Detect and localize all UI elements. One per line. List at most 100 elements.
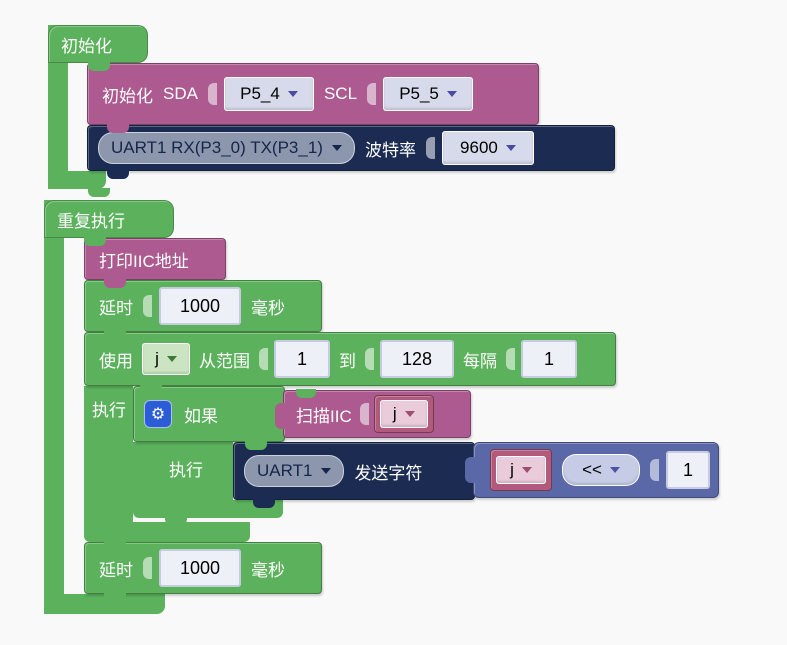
shift-expression-block[interactable]: j << 1 [465, 442, 719, 498]
print-iic-block[interactable]: 打印IIC地址 [84, 238, 226, 280]
init-block-spine[interactable] [48, 25, 68, 189]
for-loop-block[interactable]: 使用 j 从范围 1 到 128 每隔 1 [84, 332, 616, 386]
if-condition-connector [296, 389, 316, 398]
i2c-next-connector [107, 124, 129, 133]
delay-value: 1000 [179, 295, 221, 316]
scl-pin-dropdown[interactable]: P5_5 [383, 77, 474, 111]
scl-socket-connector [367, 83, 377, 105]
shift-var-block[interactable]: j [490, 449, 552, 491]
for-loop-do-column[interactable]: 执行 [84, 386, 133, 522]
sda-pin-value: P5_4 [240, 84, 280, 103]
if-do-column[interactable]: 执行 [133, 442, 233, 500]
scan-var-block[interactable]: j [373, 395, 434, 433]
delay-value-field[interactable]: 1000 [159, 287, 241, 325]
scan-iic-label: 扫描IIC [296, 406, 352, 426]
scl-label: SCL [323, 84, 358, 103]
scan-iic-block[interactable]: 扫描IIC j [275, 390, 471, 438]
delay-socket-connector [143, 295, 152, 317]
for-next-connector [104, 541, 126, 550]
for-from-socket [259, 348, 268, 370]
delay-socket-connector [143, 557, 152, 579]
delay-value-field[interactable]: 1000 [159, 549, 241, 587]
delay-block-top[interactable]: 延时 1000 毫秒 [84, 280, 322, 332]
loop-block-spine[interactable] [44, 200, 64, 614]
init-block-foot[interactable] [48, 171, 106, 189]
init-hat-block[interactable]: 初始化 [48, 25, 148, 63]
sda-label: SDA [163, 84, 198, 103]
loop-hat-block[interactable]: 重复执行 [44, 200, 174, 238]
delay-next-connector [104, 331, 126, 340]
shift-operand-value: 1 [682, 459, 693, 480]
for-to-value: 128 [401, 348, 433, 369]
for-step-socket [506, 348, 515, 370]
sda-socket-connector [207, 83, 217, 105]
loop-hat-label: 重复执行 [57, 211, 125, 231]
if-block-foot[interactable] [133, 500, 283, 518]
for-var-value: j [155, 349, 159, 368]
for-to-label: 到 [339, 351, 356, 371]
delay-block-bottom[interactable]: 延时 1000 毫秒 [84, 542, 322, 594]
delay-unit-label: 毫秒 [251, 560, 285, 580]
for-step-label: 每隔 [463, 351, 497, 371]
chevron-down-icon [166, 356, 177, 362]
chevron-down-icon [287, 91, 298, 97]
for-from-field[interactable]: 1 [274, 340, 330, 378]
delay-label: 延时 [99, 298, 133, 318]
baud-value: 9600 [460, 138, 498, 157]
shift-operand-socket [650, 459, 659, 481]
scan-var-dropdown[interactable]: j [379, 400, 428, 428]
shift-op-dropdown[interactable]: << [562, 454, 640, 486]
shift-var-dropdown[interactable]: j [496, 456, 546, 484]
for-to-field[interactable]: 128 [380, 340, 454, 378]
shift-operand-field[interactable]: 1 [666, 451, 710, 489]
baud-socket-connector [425, 137, 435, 159]
shift-var-value: j [510, 460, 514, 479]
for-var-dropdown[interactable]: j [142, 343, 190, 375]
uart-port-value: UART1 RX(P3_0) TX(P3_1) [111, 138, 323, 157]
chevron-down-icon [521, 467, 532, 473]
chevron-down-icon [609, 467, 620, 473]
scan-output-plug [275, 403, 287, 429]
scan-var-value: j [392, 404, 397, 423]
gear-icon[interactable]: ⚙ [144, 400, 172, 428]
if-do-label: 执行 [169, 461, 203, 480]
chevron-down-icon [321, 468, 332, 474]
for-loop-foot[interactable] [84, 522, 250, 542]
if-block[interactable]: ⚙ 如果 [133, 386, 285, 442]
i2c-init-block[interactable]: 初始化 SDA P5_4 SCL P5_5 [87, 63, 539, 125]
uart-next-connector [107, 170, 129, 179]
if-next-connector [165, 516, 187, 525]
if-label: 如果 [184, 406, 218, 426]
print-next-connector [104, 279, 126, 288]
send-next-connector [253, 499, 275, 508]
send-port-value: UART1 [257, 461, 313, 480]
uart-init-block[interactable]: UART1 RX(P3_0) TX(P3_1) 波特率 9600 [87, 125, 615, 171]
for-use-label: 使用 [99, 351, 133, 371]
scan-socket-connector [359, 403, 369, 425]
loop-block-foot[interactable] [44, 594, 165, 614]
chevron-down-icon [404, 411, 415, 417]
uart-port-dropdown[interactable]: UART1 RX(P3_0) TX(P3_1) [98, 132, 355, 164]
init-next-connector [88, 188, 110, 197]
loop-statement-connector [84, 237, 106, 246]
if-statement-connector [245, 441, 267, 450]
chevron-down-icon [331, 145, 342, 151]
for-step-field[interactable]: 1 [521, 340, 577, 378]
shift-output-plug [465, 457, 477, 483]
scl-pin-value: P5_5 [399, 84, 439, 103]
init-statement-connector [88, 62, 110, 71]
send-port-dropdown[interactable]: UART1 [244, 455, 345, 487]
for-statement-connector [140, 385, 162, 394]
delay-label: 延时 [99, 560, 133, 580]
delay-unit-label: 毫秒 [251, 298, 285, 318]
uart-send-block[interactable]: UART1 发送字符 [233, 442, 475, 500]
for-do-label: 执行 [92, 401, 126, 420]
shift-op-value: << [582, 460, 602, 479]
sda-pin-dropdown[interactable]: P5_4 [223, 77, 314, 111]
for-step-value: 1 [543, 348, 554, 369]
baud-label: 波特率 [364, 140, 416, 160]
baud-dropdown[interactable]: 9600 [441, 131, 534, 165]
delay-value: 1000 [179, 557, 221, 578]
i2c-init-title: 初始化 [102, 86, 153, 106]
